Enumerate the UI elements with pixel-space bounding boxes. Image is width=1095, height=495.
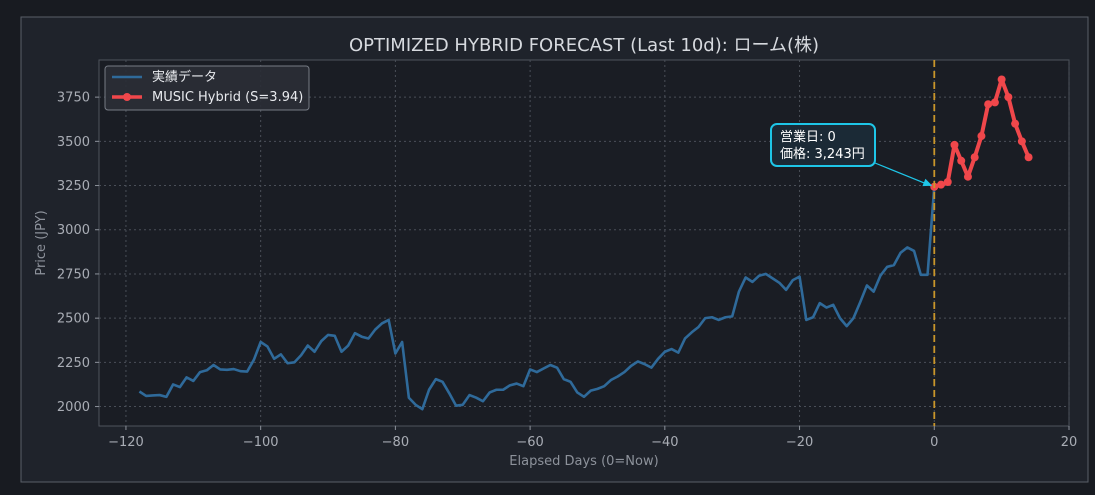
legend-label-actual: 実績データ (152, 69, 217, 85)
forecast-point (1017, 137, 1026, 146)
y-tick-label: 3750 (57, 91, 90, 106)
forecast-point (1024, 153, 1033, 162)
price-annotation: 営業日: 0 価格: 3,243円 (770, 123, 933, 187)
x-tick-label: −100 (243, 435, 279, 450)
x-tick-label: −80 (382, 435, 409, 450)
chart-title: OPTIMIZED HYBRID FORECAST (Last 10d): ロー… (349, 35, 819, 56)
forecast-point (997, 75, 1006, 84)
x-axis-label: Elapsed Days (0=Now) (509, 454, 658, 469)
annotation-line-1: 営業日: 0 (780, 129, 836, 145)
x-tick-label: −40 (651, 435, 678, 450)
y-axis-ticks: 2000 2250 2500 2750 3000 3250 3500 3750 (57, 91, 99, 415)
x-tick-label: 0 (930, 435, 938, 450)
forecast-point (943, 178, 952, 186)
annotation-line-2: 価格: 3,243円 (780, 146, 865, 162)
y-tick-label: 2000 (57, 400, 90, 415)
legend-marker-forecast (123, 93, 131, 101)
x-tick-label: −20 (786, 435, 813, 450)
series-layer (138, 75, 1033, 411)
forecast-point (963, 172, 972, 181)
forecast-point (1004, 93, 1013, 102)
y-tick-label: 3500 (57, 135, 90, 150)
legend-label-forecast: MUSIC Hybrid (S=3.94) (152, 90, 303, 105)
forecast-point (970, 153, 979, 162)
forecast-point (937, 180, 946, 189)
y-tick-label: 2750 (57, 267, 90, 282)
y-tick-label: 3250 (57, 179, 90, 194)
forecast-point (984, 100, 993, 109)
forecast-point (977, 132, 986, 141)
forecast-point (950, 140, 959, 149)
annotation-arrowhead (922, 178, 933, 187)
legend-box (104, 65, 310, 111)
forecast-point (1011, 119, 1020, 128)
y-tick-label: 3000 (57, 223, 90, 238)
y-tick-label: 2250 (57, 356, 90, 371)
x-tick-label: −60 (516, 435, 543, 450)
y-tick-label: 2500 (57, 312, 90, 327)
annotation-box (770, 123, 876, 167)
x-tick-label: −120 (108, 435, 144, 450)
y-axis-label: Price (JPY) (34, 210, 49, 275)
x-tick-label: 20 (1061, 435, 1078, 450)
legend: 実績データ MUSIC Hybrid (S=3.94) (104, 65, 310, 111)
forecast-point (957, 156, 966, 165)
x-axis-ticks: −120 −100 −80 −60 −40 −20 0 20 (108, 426, 1077, 450)
actual-series-line (138, 186, 936, 411)
forecast-point (990, 98, 999, 107)
annotation-arrow (874, 162, 932, 187)
